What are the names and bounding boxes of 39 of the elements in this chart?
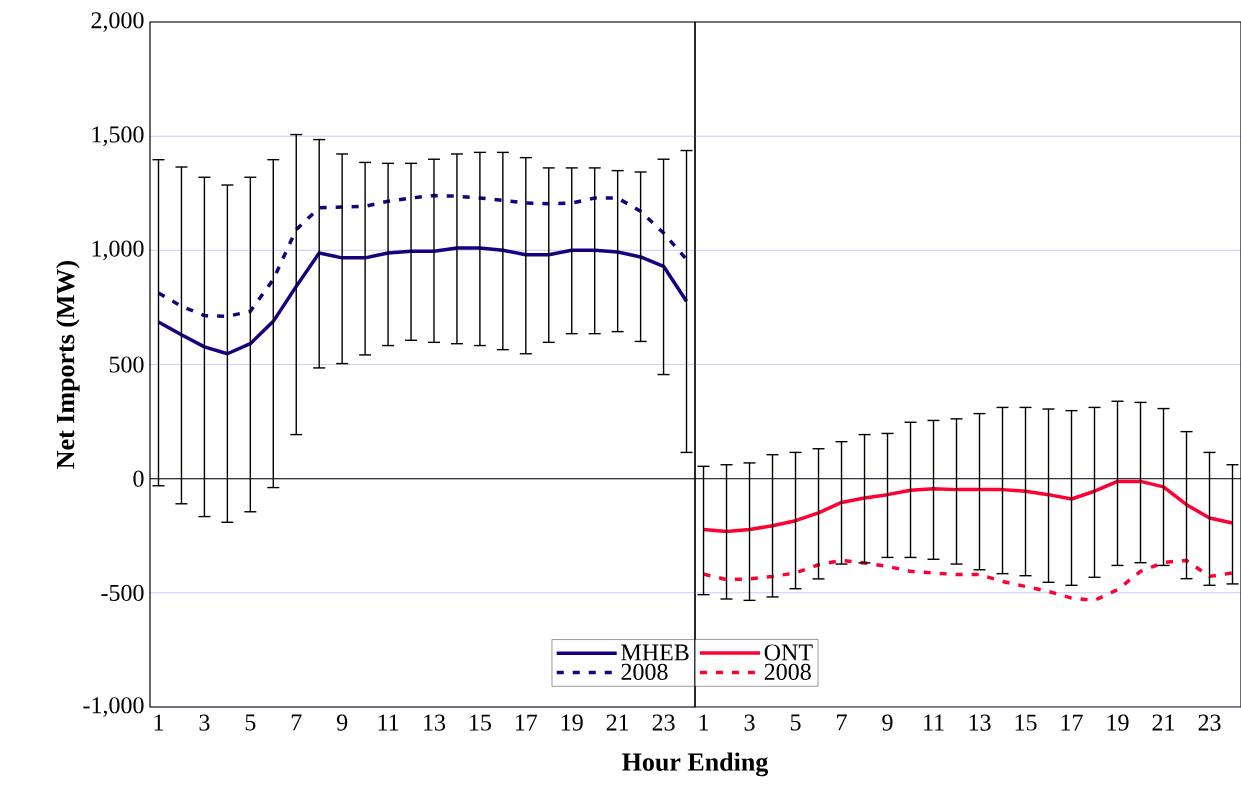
y-tick-label: 500 (109, 356, 144, 373)
x-tick-label: 11 (378, 714, 399, 731)
line-series (156, 193, 689, 319)
x-tick-label: 9 (882, 714, 893, 731)
x-axis-title: Hour Ending (622, 752, 769, 777)
x-tick-label: 21 (1152, 714, 1175, 731)
x-tick-label: 1 (154, 714, 164, 731)
x-tick-label: 3 (199, 714, 210, 731)
x-tick-label: 15 (1015, 714, 1037, 731)
y-tick-label: 1,500 (92, 126, 144, 146)
x-tick-label: 3 (744, 714, 755, 731)
legend-label: ONT (764, 644, 813, 661)
x-tick-label: 19 (1107, 714, 1129, 731)
x-tick-label: 15 (470, 714, 491, 731)
x-tick-label: 7 (291, 714, 302, 731)
y-tick-label: -500 (101, 584, 144, 601)
x-tick-label: 23 (1198, 714, 1221, 731)
x-tick-label: 11 (924, 714, 944, 731)
legend-label: 2008 (621, 663, 668, 680)
x-tick-label: 17 (1061, 714, 1083, 731)
x-tick-label: 7 (837, 714, 847, 731)
legend-label: 2008 (764, 663, 811, 680)
x-tick-label: 5 (245, 714, 256, 731)
x-tick-label: 9 (336, 714, 348, 731)
y-tick-label: 1,000 (92, 240, 144, 261)
y-tick-label: -1,000 (83, 697, 144, 717)
x-tick-label: 13 (424, 714, 446, 731)
x-tick-label: 17 (515, 714, 538, 731)
y-tick-label: 0 (133, 470, 144, 487)
x-tick-label: 23 (652, 714, 675, 731)
x-tick-label: 13 (969, 714, 991, 731)
legend-label: MHEB (621, 644, 689, 661)
x-tick-label: 1 (699, 714, 709, 731)
x-tick-label: 19 (561, 714, 583, 731)
x-tick-label: 21 (606, 714, 629, 731)
line-series (156, 246, 689, 356)
y-tick-label: 2,000 (91, 12, 144, 32)
y-axis-title: Net Imports (MW) (56, 260, 80, 469)
x-tick-label: 5 (790, 714, 801, 731)
